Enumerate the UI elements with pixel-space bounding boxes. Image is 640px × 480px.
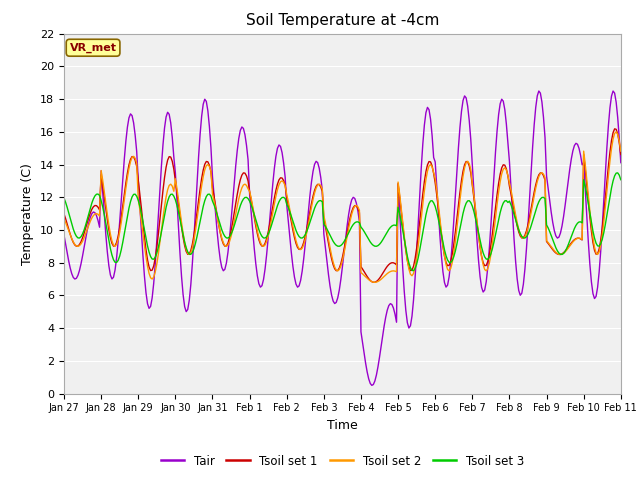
- Tsoil set 3: [396, 211, 403, 216]
- Tsoil set 1: [550, 249, 558, 254]
- Line: Tsoil set 3: Tsoil set 3: [64, 173, 621, 271]
- Tair: [617, 160, 625, 166]
- Tsoil set 2: [410, 271, 417, 276]
- Tsoil set 1: [164, 157, 172, 163]
- Tsoil set 2: [164, 187, 172, 192]
- Tsoil set 2: [371, 279, 379, 285]
- Legend: Tair, Tsoil set 1, Tsoil set 2, Tsoil set 3: Tair, Tsoil set 1, Tsoil set 2, Tsoil se…: [156, 450, 529, 472]
- Tsoil set 2: [76, 243, 83, 249]
- Tsoil set 3: [408, 267, 416, 273]
- Tsoil set 3: [60, 195, 68, 201]
- Tair: [368, 383, 376, 388]
- Tsoil set 1: [410, 263, 417, 269]
- Tsoil set 3: [614, 170, 621, 176]
- Tsoil set 2: [379, 275, 387, 281]
- Line: Tsoil set 1: Tsoil set 1: [64, 129, 621, 282]
- Tsoil set 3: [550, 241, 558, 247]
- Text: VR_met: VR_met: [70, 43, 116, 53]
- Tsoil set 2: [612, 129, 620, 135]
- Title: Soil Temperature at -4cm: Soil Temperature at -4cm: [246, 13, 439, 28]
- Tsoil set 1: [397, 207, 405, 213]
- Tsoil set 2: [60, 216, 68, 222]
- Tair: [410, 297, 417, 303]
- Tair: [397, 238, 405, 243]
- Y-axis label: Temperature (C): Temperature (C): [22, 163, 35, 264]
- Tair: [60, 232, 68, 238]
- Tair: [552, 233, 559, 239]
- Tair: [164, 109, 172, 115]
- Tsoil set 1: [76, 241, 83, 247]
- Line: Tsoil set 2: Tsoil set 2: [64, 132, 621, 282]
- Tsoil set 3: [76, 235, 83, 241]
- Tsoil set 3: [377, 240, 385, 245]
- Tair: [379, 333, 387, 339]
- Tsoil set 1: [379, 271, 387, 276]
- Tsoil set 1: [617, 152, 625, 157]
- Tsoil set 3: [164, 198, 172, 204]
- Tsoil set 3: [410, 268, 417, 274]
- Tsoil set 1: [60, 211, 68, 217]
- Tsoil set 3: [617, 177, 625, 182]
- Tair: [76, 267, 83, 273]
- Tsoil set 2: [617, 148, 625, 154]
- Tsoil set 1: [611, 126, 618, 132]
- Tsoil set 2: [397, 204, 405, 210]
- Tsoil set 1: [369, 279, 377, 285]
- X-axis label: Time: Time: [327, 419, 358, 432]
- Line: Tair: Tair: [64, 91, 621, 385]
- Tsoil set 2: [550, 248, 558, 253]
- Tair: [535, 88, 543, 94]
